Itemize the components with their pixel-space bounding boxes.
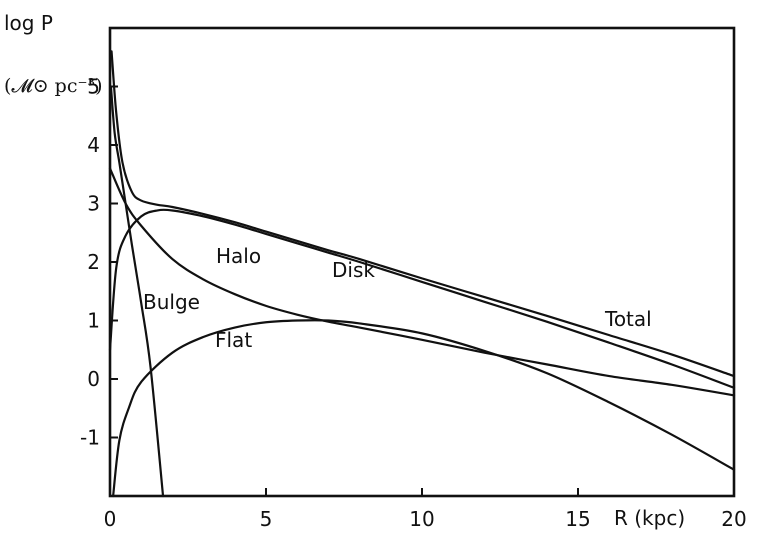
y-tick-label-1: 0	[87, 367, 100, 391]
x-tick-label-1: 5	[260, 507, 273, 531]
series-label-total: Total	[604, 307, 652, 331]
series-line-disk	[108, 208, 736, 389]
y-tick-label-2: 1	[87, 309, 100, 333]
y-tick-label-3: 2	[87, 250, 100, 274]
series-label-bulge: Bulge	[143, 290, 200, 314]
series-line-halo	[108, 167, 736, 397]
plot-frame	[108, 26, 736, 498]
y-axis-unit: (𝓜⊙ pc⁻³)	[4, 75, 103, 97]
y-tick-label-6: 5	[87, 75, 100, 99]
x-tick-label-3: 15	[565, 507, 590, 531]
series-label-halo: Halo	[216, 244, 261, 268]
series-label-disk: Disk	[332, 258, 375, 282]
curves-layer	[108, 50, 736, 498]
series-line-flat	[112, 319, 736, 498]
x-axis-label: R (kpc)	[614, 506, 685, 530]
x-tick-label-2: 10	[409, 507, 434, 531]
x-tick-label-4: 20	[721, 507, 746, 531]
y-tick-label-4: 3	[87, 192, 100, 216]
series-label-flat: Flat	[215, 328, 252, 352]
y-tick-label-0: -1	[80, 426, 100, 450]
y-axis-label: log P	[4, 11, 53, 35]
y-tick-label-5: 4	[87, 133, 100, 157]
series-line-total	[110, 50, 736, 378]
x-tick-label-0: 0	[104, 507, 117, 531]
